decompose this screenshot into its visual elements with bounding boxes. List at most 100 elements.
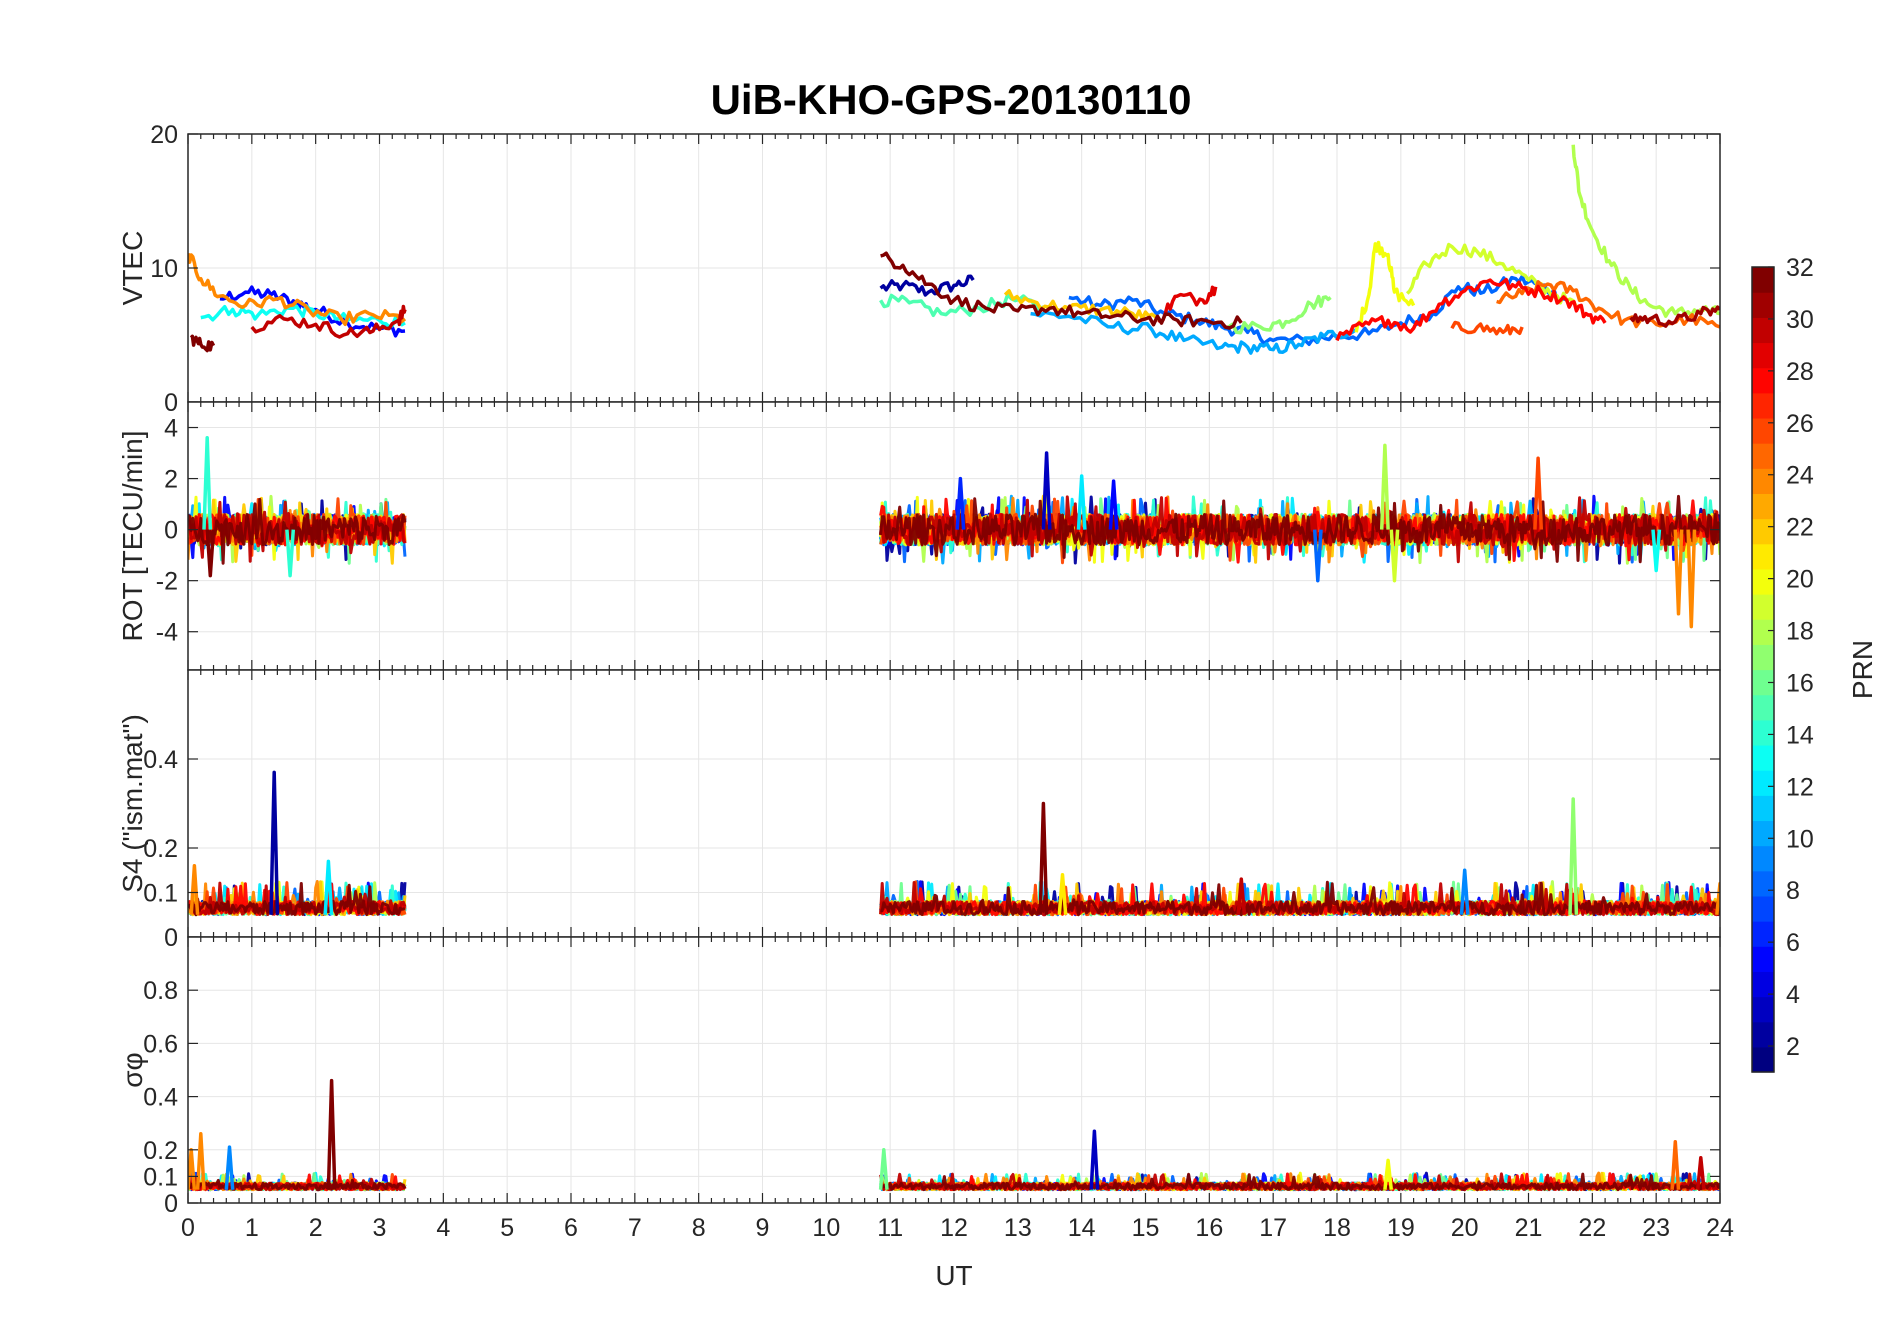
spike-prn-12: [323, 859, 334, 915]
colorbar-swatch: [1752, 518, 1774, 545]
y-tick-label: 0.1: [143, 1163, 178, 1191]
colorbar-tick-label: 6: [1786, 929, 1800, 957]
colorbar-swatch: [1752, 1021, 1774, 1048]
x-tick-label: 4: [436, 1214, 450, 1242]
colorbar-swatch: [1752, 342, 1774, 369]
spike-prn-3: [1041, 451, 1052, 530]
spike-prn-26: [1533, 456, 1544, 530]
spike-prn-8: [1312, 529, 1323, 583]
x-tick-label: 8: [692, 1214, 706, 1242]
spike-prn-32: [326, 1078, 337, 1190]
spike-prn-24: [1715, 881, 1720, 915]
series-prn-20: [1354, 240, 1416, 333]
y-tick-label: 0.1: [143, 880, 178, 908]
colorbar-swatch: [1752, 267, 1774, 293]
data-layer: [188, 770, 1720, 917]
spike-prn-3: [1089, 1129, 1100, 1190]
colorbar-swatch: [1752, 845, 1774, 872]
colorbar-swatch: [1752, 417, 1774, 444]
colorbar-swatch: [1752, 744, 1774, 771]
colorbar-swatch: [1752, 895, 1774, 922]
colorbar-swatch: [1752, 443, 1774, 469]
y-axis-label: σφ: [117, 1052, 148, 1087]
x-tick-label: 16: [1195, 1214, 1223, 1242]
colorbar-swatch: [1752, 795, 1774, 822]
x-tick-label: 15: [1132, 1214, 1160, 1242]
trace-prn-30: [879, 495, 1720, 564]
colorbar-tick-label: 24: [1786, 462, 1814, 490]
colorbar-tick-label: 12: [1786, 773, 1814, 801]
spike-prn-30: [1236, 877, 1247, 915]
colorbar-swatch: [1752, 317, 1774, 344]
colorbar-swatch: [1752, 292, 1774, 318]
x-tick-label: 0: [181, 1214, 195, 1242]
colorbar-swatch: [1752, 644, 1774, 671]
spike-prn-6: [955, 476, 966, 530]
x-tick-label: 19: [1387, 1214, 1415, 1242]
data-layer: [188, 144, 1720, 355]
series-prn-32: [189, 334, 216, 353]
colorbar-tick-label: 32: [1786, 254, 1814, 282]
colorbar-swatch: [1752, 946, 1774, 972]
x-tick-label: 2: [309, 1214, 323, 1242]
colorbar-frame: [1751, 266, 1775, 1073]
colorbar-swatch: [1752, 770, 1774, 796]
spike-prn-24: [1673, 529, 1684, 616]
colorbar-swatch: [1752, 870, 1774, 897]
spike-prn-18: [1379, 443, 1390, 530]
series-prn-26: [1450, 320, 1524, 336]
colorbar-tick-label: 20: [1786, 566, 1814, 594]
spike-prn-24: [189, 864, 200, 915]
series-prn-28: [1335, 277, 1607, 342]
y-axis-label: ROT [TECU/min]: [117, 430, 148, 641]
x-tick-label: 23: [1642, 1214, 1670, 1242]
spike-prn-5: [1108, 479, 1119, 530]
spike-prn-13: [1651, 529, 1662, 573]
x-tick-label: 22: [1578, 1214, 1606, 1242]
spike-prn-25: [1670, 1140, 1681, 1190]
y-tick-label: 0: [164, 517, 178, 545]
x-tick-label: 24: [1706, 1214, 1734, 1242]
spike-prn-14: [202, 435, 213, 530]
y-tick-label: -4: [156, 619, 178, 647]
spike-prn-20: [1383, 1158, 1394, 1190]
series-prn-22: [1003, 289, 1160, 322]
series-prn-13: [200, 303, 406, 329]
spike-prn-24: [1686, 529, 1697, 629]
trace-prn-32: [879, 1172, 1720, 1192]
y-tick-label: 0.4: [143, 746, 178, 774]
y-tick-label: 2: [164, 466, 178, 494]
y-tick-label: 0: [164, 389, 178, 417]
y-tick-label: 0.2: [143, 1137, 178, 1165]
spike-prn-32: [1038, 801, 1049, 915]
colorbar-swatch: [1752, 996, 1774, 1023]
colorbar-swatch: [1752, 619, 1774, 645]
colorbar-swatch: [1752, 392, 1774, 419]
spike-prn-19: [1389, 529, 1400, 583]
colorbar-swatch: [1752, 594, 1774, 620]
colorbar-swatch: [1752, 543, 1774, 570]
panel-rot: -4 -2 0 2 4 ROT [TECU/min]: [117, 401, 1721, 671]
x-tick-label: 10: [812, 1214, 840, 1242]
colorbar-tick-label: 10: [1786, 825, 1814, 853]
colorbar-tick-label: 16: [1786, 669, 1814, 697]
trace-prn-32: [880, 880, 1720, 917]
colorbar-tick-label: 8: [1786, 877, 1800, 905]
x-tick-label: 9: [756, 1214, 770, 1242]
x-tick-label: 20: [1451, 1214, 1479, 1242]
y-axis-label: VTEC: [117, 231, 148, 306]
trace-prn-32: [188, 497, 407, 565]
y-tick-label: 0: [164, 924, 178, 952]
panel-vtec: 0 10 20 VTEC: [117, 121, 1721, 417]
colorbar-tick-label: 22: [1786, 514, 1814, 542]
figure-title: UiB-KHO-GPS-20130110: [711, 76, 1192, 123]
x-tick-label: 1: [245, 1214, 259, 1242]
spike-prn-21: [1057, 872, 1068, 915]
colorbar-tick-label: 14: [1786, 721, 1814, 749]
x-tick-label: 17: [1259, 1214, 1287, 1242]
y-tick-label: 0.4: [143, 1084, 178, 1112]
x-tick-label: 11: [877, 1214, 903, 1242]
